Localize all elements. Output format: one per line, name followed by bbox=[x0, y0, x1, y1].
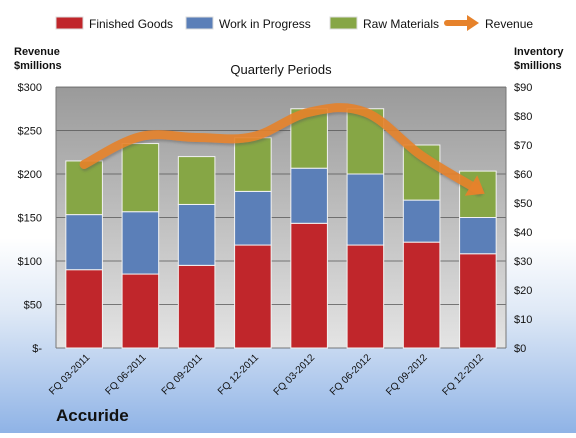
bar-finished-goods bbox=[65, 269, 103, 349]
category-label: FQ 03-2011 bbox=[47, 352, 92, 397]
chart-subtitle: Quarterly Periods bbox=[230, 62, 332, 77]
bar-raw-materials bbox=[65, 160, 103, 216]
category-label: FQ 12-2011 bbox=[216, 352, 261, 397]
right-tick-label: $10 bbox=[514, 314, 532, 326]
legend-label: Finished Goods bbox=[89, 17, 173, 31]
right-tick-label: $30 bbox=[514, 256, 532, 268]
right-axis-title-line1: Inventory bbox=[514, 46, 564, 58]
company-name: Accuride bbox=[56, 406, 129, 425]
legend-swatch-finished-goods bbox=[55, 16, 84, 30]
revenue-line bbox=[79, 103, 483, 195]
left-tick-label: $100 bbox=[18, 256, 42, 268]
bar-work-in-progress bbox=[459, 217, 497, 255]
right-tick-label: $40 bbox=[514, 227, 532, 239]
left-tick-label: $50 bbox=[24, 300, 42, 312]
legend-swatch-raw-materials bbox=[329, 16, 358, 30]
bar-raw-materials bbox=[177, 156, 216, 205]
legend-label: Revenue bbox=[485, 17, 533, 31]
bar-finished-goods bbox=[459, 253, 497, 349]
right-tick-label: $50 bbox=[514, 198, 532, 210]
left-axis-title-line1: Revenue bbox=[14, 46, 60, 58]
bar-finished-goods bbox=[290, 222, 328, 349]
left-tick-label: $300 bbox=[18, 82, 42, 94]
left-tick-label: $150 bbox=[18, 213, 42, 225]
bar-work-in-progress bbox=[65, 214, 103, 271]
left-axis-title: Revenue $millions bbox=[14, 45, 84, 73]
right-tick-label: $80 bbox=[514, 111, 532, 123]
category-label: FQ 12-2012 bbox=[440, 352, 486, 398]
bar-work-in-progress bbox=[121, 211, 160, 275]
bar-work-in-progress bbox=[346, 173, 385, 246]
category-label: FQ 06-2011 bbox=[104, 352, 149, 397]
bar-finished-goods bbox=[121, 273, 160, 349]
bar-raw-materials bbox=[121, 143, 160, 213]
right-axis-title-line2: $millions bbox=[514, 60, 562, 72]
legend-swatch-revenue-arrow bbox=[467, 15, 479, 31]
category-label: FQ 09-2012 bbox=[384, 352, 430, 398]
right-tick-label: $90 bbox=[514, 82, 532, 94]
left-tick-label: $200 bbox=[18, 169, 42, 181]
left-tick-label: $- bbox=[32, 343, 42, 355]
category-label: FQ 09-2011 bbox=[160, 352, 205, 397]
bar-work-in-progress bbox=[290, 167, 328, 224]
right-tick-label: $60 bbox=[514, 169, 532, 181]
legend-label: Work in Progress bbox=[219, 17, 311, 31]
bar-finished-goods bbox=[346, 244, 385, 349]
revenue-arrowhead bbox=[464, 175, 485, 196]
bar-raw-materials bbox=[234, 137, 272, 192]
bar-finished-goods bbox=[402, 241, 441, 349]
left-axis-title-line2: $millions bbox=[14, 60, 62, 72]
right-tick-label: $0 bbox=[514, 343, 526, 355]
right-tick-label: $20 bbox=[514, 285, 532, 297]
legend-swatch-work-in-progress bbox=[185, 16, 214, 30]
category-label: FQ 03-2012 bbox=[272, 352, 318, 398]
bar-work-in-progress bbox=[402, 199, 441, 243]
bar-finished-goods bbox=[177, 264, 216, 349]
bar-work-in-progress bbox=[177, 203, 216, 266]
left-tick-label: $250 bbox=[18, 126, 42, 138]
right-axis-title: Inventory $millions bbox=[514, 45, 574, 73]
legend-label: Raw Materials bbox=[363, 17, 439, 31]
bar-finished-goods bbox=[234, 244, 272, 349]
right-tick-label: $70 bbox=[514, 140, 532, 152]
bar-work-in-progress bbox=[234, 190, 272, 246]
category-label: FQ 06-2012 bbox=[328, 352, 374, 398]
